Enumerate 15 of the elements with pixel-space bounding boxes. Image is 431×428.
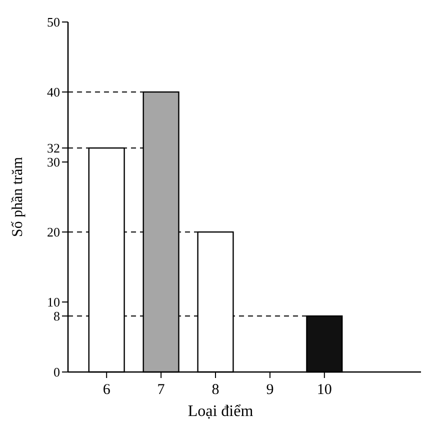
y-tick-label: 8 [54,308,60,324]
y-tick-label: 30 [47,154,60,170]
y-tick-label: 32 [47,140,60,156]
x-tick-label: 6 [102,382,111,398]
x-tick-label: 10 [316,382,332,398]
x-tick-label: 9 [266,382,274,398]
y-tick-label: 20 [47,224,60,240]
x-tick-label: 7 [157,382,166,398]
x-axis-title: Loại điểm [188,403,254,420]
y-tick-label: 50 [47,14,60,30]
y-tick-label: 10 [47,294,60,310]
y-axis-title: Số phần trăm [10,156,26,237]
y-tick-label: 0 [54,364,60,380]
x-tick-label: 8 [212,382,220,398]
y-tick-label: 40 [47,84,60,100]
